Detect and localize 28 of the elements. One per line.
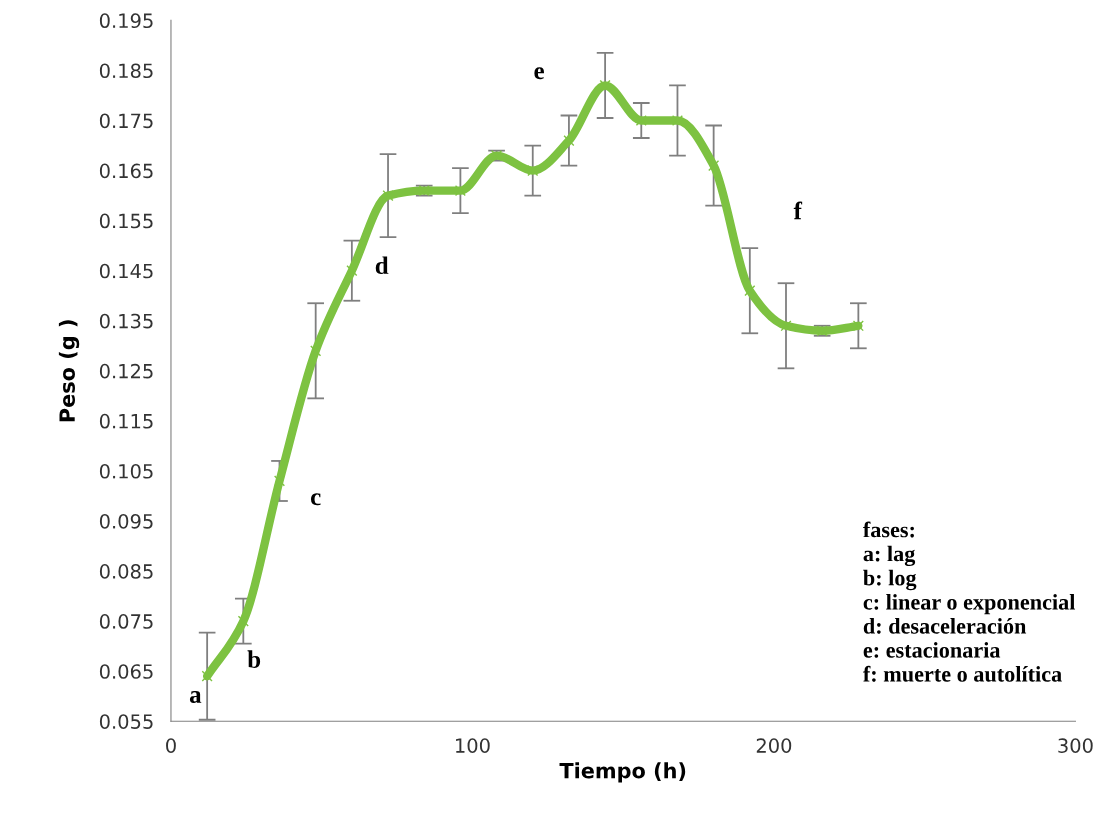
y-tick-label: 0.155 xyxy=(99,213,153,229)
annotation: a xyxy=(189,691,202,703)
x-tick-label: 300 xyxy=(1058,738,1093,753)
y-tick-label: 0.195 xyxy=(99,13,153,29)
x-tick-label: 0 xyxy=(166,738,176,753)
y-tick-label: 0.135 xyxy=(99,313,153,329)
y-axis-title: Peso (g ) xyxy=(58,320,80,422)
annotation: e xyxy=(534,67,544,80)
y-tick-label: 0.055 xyxy=(99,714,153,729)
annotation: b xyxy=(247,650,261,668)
y-tick-label: 0.085 xyxy=(99,564,153,579)
y-tick-label: 0.165 xyxy=(99,163,153,179)
x-axis-title: Tiempo (h) xyxy=(559,762,686,783)
y-tick-label: 0.095 xyxy=(99,513,153,529)
x-tick-label: 100 xyxy=(456,738,490,753)
y-tick-label: 0.105 xyxy=(99,463,153,479)
annotation: fases: a: lag b: log c: linear o exponencial d: desaceleración e: estacionaria f: muerte o autolítica xyxy=(863,521,1076,682)
y-tick-label: 0.065 xyxy=(99,664,153,679)
y-tick-label: 0.115 xyxy=(99,413,153,429)
y-tick-label: 0.175 xyxy=(99,113,153,129)
y-tick-label: 0.125 xyxy=(99,363,153,379)
annotation: c xyxy=(310,493,321,506)
y-tick-label: 0.185 xyxy=(99,63,153,79)
annotation: d xyxy=(375,256,389,275)
x-tick-label: 200 xyxy=(756,738,792,753)
annotation: f xyxy=(793,201,803,220)
y-tick-label: 0.145 xyxy=(99,263,153,279)
y-tick-label: 0.075 xyxy=(99,614,153,629)
